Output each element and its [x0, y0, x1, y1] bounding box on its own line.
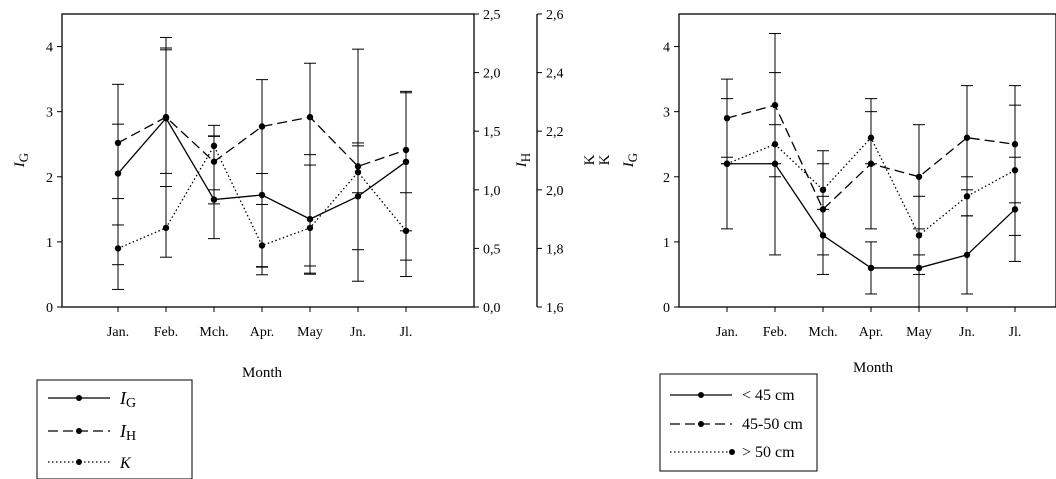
y-tick-label: 0 — [46, 301, 53, 316]
data-point — [867, 264, 875, 272]
right-chart-panel: 0 1 2 3 4 Jan. Feb. Mch. Apr. May Jn. Jl. K IG Mon… — [597, 13, 1056, 472]
data-point — [915, 232, 923, 239]
k-y-axis-title: K — [582, 154, 598, 165]
x-tick-label: Mch. — [199, 325, 228, 340]
data-point — [210, 142, 218, 150]
x-tick-label: May — [906, 325, 932, 340]
y-tick-label: 4 — [663, 41, 670, 56]
y-tick-label: 3 — [46, 106, 53, 121]
k-y-axis: 1,6 1,8 2,0 2,2 2,4 2,6 — [536, 8, 564, 316]
data-point — [354, 169, 362, 176]
x-tick-label: May — [297, 325, 323, 340]
legend-label-gt50: > 50 cm — [742, 444, 795, 461]
x-tick-label: Jl. — [400, 325, 413, 340]
data-point — [402, 227, 410, 235]
x-tick-label: Jan. — [716, 325, 738, 340]
legend-label-ig: IG — [119, 388, 136, 411]
data-point — [963, 251, 971, 259]
data-point — [963, 134, 971, 141]
data-point — [306, 224, 314, 232]
data-point — [402, 146, 410, 154]
legend-marker-ig — [76, 395, 82, 401]
left-plot-frame — [61, 13, 475, 308]
x-tick-label: Jn. — [959, 325, 975, 340]
y-tick-label: 2,5 — [483, 8, 501, 23]
right-chart-x-axis-title: Month — [853, 360, 894, 376]
y-tick-label: 2 — [663, 171, 670, 186]
y-tick-label: 0 — [663, 301, 670, 316]
left-x-axis-title: Month — [242, 365, 283, 381]
right-chart-k-label: K — [597, 154, 613, 165]
x-tick-label: Feb. — [763, 325, 788, 340]
left-legend: IG IH K — [36, 379, 193, 479]
legend-label-ih: IH — [119, 421, 136, 444]
legend-label-k: K — [119, 455, 132, 472]
series-k — [112, 36, 412, 290]
data-point — [963, 193, 971, 200]
ih-y-axis: 0,0 0,5 1,0 1,5 2,0 2,5 — [474, 8, 501, 316]
data-point — [114, 139, 122, 147]
data-point — [258, 242, 266, 249]
y-tick-label: 2,0 — [483, 67, 501, 82]
y-tick-label: 1,0 — [483, 184, 501, 199]
y-tick-label: 0,0 — [483, 301, 501, 316]
right-legend-box — [659, 373, 818, 472]
x-tick-label: Jan. — [107, 325, 129, 340]
legend-marker-45-50 — [698, 421, 704, 427]
y-tick-label: 0,5 — [483, 242, 501, 257]
x-tick-label: Apr. — [859, 325, 884, 340]
y-tick-label: 2,2 — [546, 125, 564, 140]
data-point — [867, 134, 875, 141]
x-tick-label: Feb. — [154, 325, 179, 340]
y-tick-label: 1,8 — [546, 242, 564, 257]
right-legend: < 45 cm 45-50 cm > 50 cm — [659, 373, 818, 472]
y-tick-label: 2 — [46, 171, 53, 186]
data-point — [771, 141, 779, 148]
y-tick-label: 2,6 — [546, 8, 564, 23]
left-legend-box — [36, 379, 193, 479]
left-x-axis: Jan. Feb. Mch. Apr. May Jn. Jl. — [107, 307, 413, 340]
right-chart-y-axis: 0 1 2 3 4 — [663, 41, 679, 316]
legend-marker-gt50 — [729, 449, 735, 455]
y-tick-label: 1,6 — [546, 301, 564, 316]
data-point — [258, 123, 266, 130]
left-y-axis-title: IG — [12, 153, 31, 168]
x-tick-label: Jl. — [1009, 325, 1022, 340]
x-tick-label: Mch. — [808, 325, 837, 340]
data-point — [771, 101, 779, 109]
legend-marker-lt45 — [698, 392, 704, 398]
right-plot-frame — [678, 13, 1056, 308]
left-chart-panel: 0 1 2 3 4 0,0 0,5 1,0 1,5 2,0 2,5 1,6 1,8 2,0 2,2 2,4… — [12, 8, 598, 479]
y-tick-label: 1 — [663, 236, 670, 251]
right-chart-x-axis: Jan. Feb. Mch. Apr. May Jn. Jl. — [716, 307, 1022, 340]
y-tick-label: 1 — [46, 236, 53, 251]
right-chart-y-axis-title: IG — [621, 153, 640, 168]
data-point — [114, 245, 122, 252]
x-tick-label: Jn. — [350, 325, 366, 340]
y-tick-label: 1,5 — [483, 125, 501, 140]
data-point — [723, 160, 731, 167]
legend-label-45-50: 45-50 cm — [742, 416, 803, 433]
data-point — [306, 113, 314, 121]
data-point — [162, 224, 170, 232]
y-tick-label: 3 — [663, 106, 670, 121]
data-point — [1011, 167, 1019, 174]
ih-y-axis-title: IH — [514, 153, 533, 168]
legend-label-lt45: < 45 cm — [742, 387, 795, 404]
series-50-cm — [721, 104, 1021, 275]
legend-marker-ih — [76, 428, 82, 434]
y-tick-label: 2,4 — [546, 67, 564, 82]
left-y-axis: 0 1 2 3 4 — [46, 41, 62, 316]
left-series-group — [112, 36, 412, 290]
data-point — [723, 114, 731, 122]
right-series-group — [721, 33, 1021, 308]
legend-marker-k — [76, 459, 82, 465]
y-tick-label: 4 — [46, 41, 53, 56]
y-tick-label: 2,0 — [546, 184, 564, 199]
data-point — [915, 173, 923, 180]
data-point — [819, 186, 827, 193]
x-tick-label: Apr. — [250, 325, 275, 340]
